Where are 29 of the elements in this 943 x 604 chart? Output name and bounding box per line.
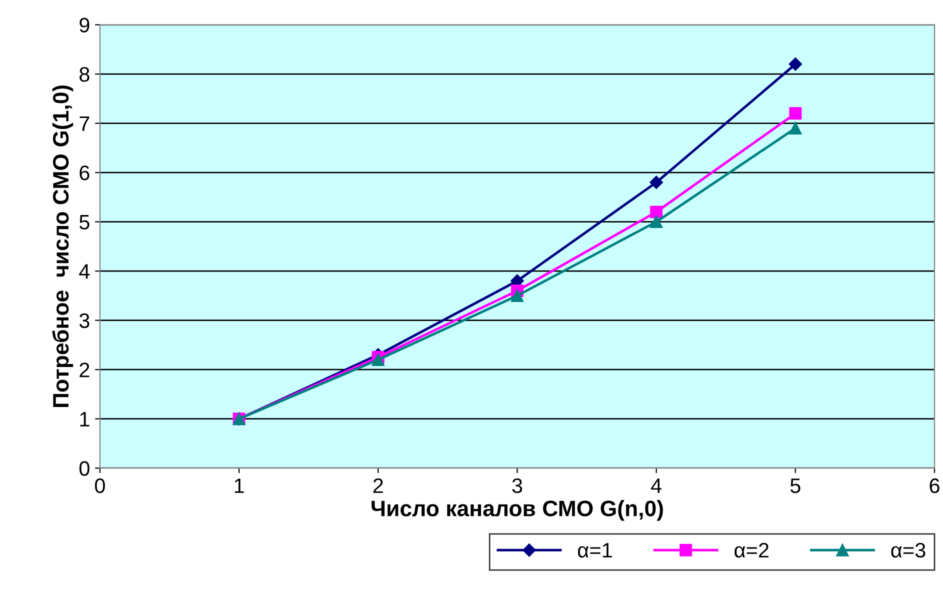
x-tick-label: 1 [234, 478, 244, 493]
x-tick-label: 3 [512, 478, 522, 494]
y-axis-title: Потребное число СМО G(1,0) [52, 85, 74, 407]
y-tick-label: 1 [80, 412, 90, 426]
y-tick-label: 3 [79, 313, 90, 328]
point [650, 206, 663, 218]
y-tick-label: 2 [80, 362, 90, 378]
x-tick-label: 0 [94, 478, 105, 494]
x-tick-label: 4 [651, 478, 662, 493]
y-tick-label: 9 [80, 18, 90, 33]
point [650, 176, 663, 189]
x-tick-label: 5 [790, 478, 800, 494]
y-tick-label: 0 [79, 461, 90, 476]
point [789, 122, 802, 134]
legend-label: α=1 [578, 543, 612, 558]
x-tick-label: 2 [373, 478, 383, 493]
point [788, 58, 802, 71]
x-axis-title: Число каналов СМО G(n,0) [372, 500, 663, 521]
y-tick-label: 8 [80, 67, 90, 82]
y-tick-label: 6 [80, 166, 90, 180]
point [789, 107, 802, 120]
x-tick-label: 6 [930, 478, 940, 494]
y-tick-label: 4 [79, 264, 90, 279]
point [650, 216, 663, 228]
point [510, 289, 524, 302]
legend-label: α=3 [891, 542, 926, 558]
legend-label: α=2 [734, 542, 768, 558]
y-tick-label: 5 [79, 215, 90, 230]
y-tick-label: 7 [80, 116, 90, 131]
